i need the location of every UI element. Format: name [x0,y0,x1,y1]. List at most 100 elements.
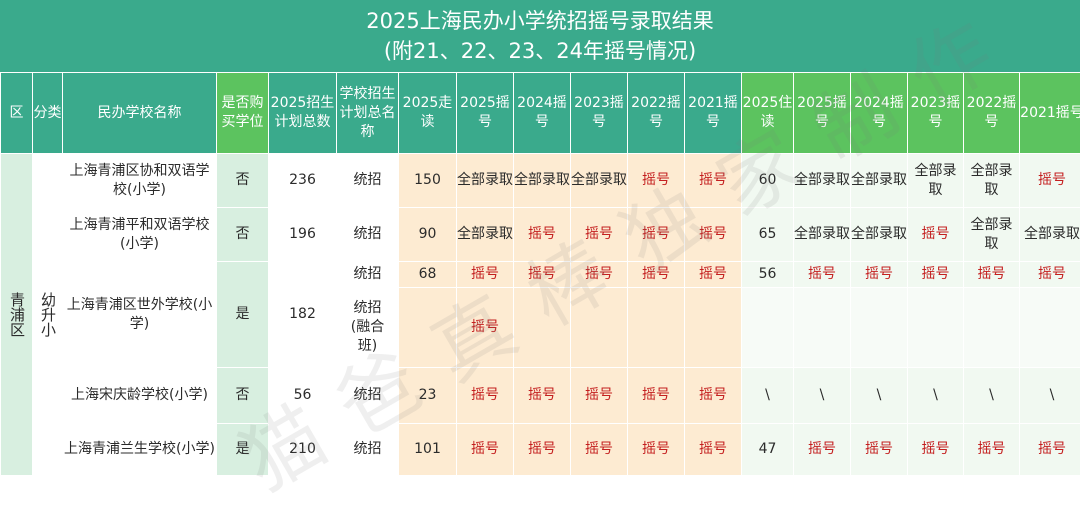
title-line-1: 2025上海民办小学统招摇号录取结果 [0,0,1080,36]
header-2025-lottery-walk: 2025摇号 [457,73,514,154]
result-cell: \ [964,368,1020,424]
header-2021-lottery-walk: 2021摇号 [685,73,742,154]
result-cell: 摇号 [685,424,742,476]
plan-name-cell: 统招 [337,154,399,208]
category-cell: 幼升小 [33,154,63,476]
board-cell [742,288,794,368]
result-cell: 摇号 [514,368,571,424]
result-cell: 摇号 [794,262,851,288]
result-cell: 全部录取 [457,154,514,208]
result-cell: 摇号 [514,262,571,288]
table-row: 上海青浦平和双语学校(小学) 否 196 统招 90 全部录取 摇号 摇号 摇号… [1,208,1080,262]
header-plan-total: 2025招生计划总数 [269,73,337,154]
result-cell [794,288,851,368]
table-row: 上海青浦兰生学校(小学) 是 210 统招 101 摇号 摇号 摇号 摇号 摇号… [1,424,1080,476]
result-cell: 摇号 [514,208,571,262]
result-cell: \ [908,368,964,424]
result-cell [685,288,742,368]
header-2022-lottery-walk: 2022摇号 [628,73,685,154]
plan-name-cell: 统招 [337,424,399,476]
table-row: 青浦区 幼升小 上海青浦区协和双语学校(小学) 否 236 统招 150 全部录… [1,154,1080,208]
result-cell [964,288,1020,368]
result-cell: 全部录取 [908,154,964,208]
result-cell: 摇号 [908,262,964,288]
plan-total-cell: 56 [269,368,337,424]
result-cell: 摇号 [628,208,685,262]
table-row: 上海青浦区世外学校(小学) 是 182 统招 68 摇号 摇号 摇号 摇号 摇号… [1,262,1080,288]
header-category: 分类 [33,73,63,154]
walk-cell: 68 [399,262,457,288]
plan-name-cell: 统招 [337,262,399,288]
table-row: 上海宋庆龄学校(小学) 否 56 统招 23 摇号 摇号 摇号 摇号 摇号 \ … [1,368,1080,424]
board-cell: \ [742,368,794,424]
result-cell: \ [794,368,851,424]
result-cell: 全部录取 [514,154,571,208]
result-cell: 摇号 [1020,262,1080,288]
result-cell: 全部录取 [571,154,628,208]
board-cell: 65 [742,208,794,262]
result-cell: 摇号 [457,288,514,368]
result-cell: 摇号 [571,368,628,424]
header-2025-walk: 2025走读 [399,73,457,154]
board-cell: 60 [742,154,794,208]
plan-total-cell: 210 [269,424,337,476]
header-plan-name: 学校招生计划总名称 [337,73,399,154]
header-school-name: 民办学校名称 [63,73,217,154]
header-2022-lottery-board: 2022摇号 [964,73,1020,154]
walk-cell: 23 [399,368,457,424]
plan-total-cell: 182 [269,262,337,368]
plan-total-cell: 196 [269,208,337,262]
result-cell: 摇号 [571,208,628,262]
buy-cell: 是 [217,424,269,476]
result-cell [571,288,628,368]
result-cell: 摇号 [457,424,514,476]
result-cell: 摇号 [685,262,742,288]
plan-name-cell: 统招 [337,208,399,262]
result-cell: 摇号 [851,424,908,476]
result-cell [851,288,908,368]
result-cell: 全部录取 [964,154,1020,208]
admission-results-table: 区 分类 民办学校名称 是否购买学位 2025招生计划总数 学校招生计划总名称 … [0,72,1080,476]
result-cell: 摇号 [964,424,1020,476]
school-name-cell: 上海青浦区世外学校(小学) [63,262,217,368]
walk-cell [399,288,457,368]
result-cell: 摇号 [908,424,964,476]
header-district: 区 [1,73,33,154]
result-cell: 摇号 [851,262,908,288]
buy-cell: 否 [217,368,269,424]
header-row: 区 分类 民办学校名称 是否购买学位 2025招生计划总数 学校招生计划总名称 … [1,73,1080,154]
result-cell: 全部录取 [794,208,851,262]
board-cell: 47 [742,424,794,476]
result-cell [1020,288,1080,368]
result-cell: 摇号 [1020,154,1080,208]
board-cell: 56 [742,262,794,288]
header-2021-lottery-board: 2021摇号 [1020,73,1080,154]
result-cell: 摇号 [457,262,514,288]
result-cell: 全部录取 [964,208,1020,262]
result-cell: 摇号 [628,154,685,208]
result-cell: 全部录取 [851,208,908,262]
result-cell [628,288,685,368]
result-cell [908,288,964,368]
result-cell [514,288,571,368]
result-cell: 摇号 [628,262,685,288]
header-2025-board: 2025住读 [742,73,794,154]
result-cell: 摇号 [571,424,628,476]
buy-cell: 否 [217,154,269,208]
walk-cell: 90 [399,208,457,262]
plan-name-cell: 统招(融合班) [337,288,399,368]
header-2024-lottery-walk: 2024摇号 [514,73,571,154]
result-cell: \ [851,368,908,424]
result-cell: 摇号 [794,424,851,476]
walk-cell: 101 [399,424,457,476]
plan-total-cell: 236 [269,154,337,208]
title-line-2: (附21、22、23、24年摇号情况) [0,36,1080,66]
header-2025-lottery-board: 2025摇号 [794,73,851,154]
result-cell: 全部录取 [1020,208,1080,262]
table-title: 2025上海民办小学统招摇号录取结果 (附21、22、23、24年摇号情况) [0,0,1080,72]
result-cell: 全部录取 [457,208,514,262]
result-cell: 全部录取 [794,154,851,208]
result-cell: 摇号 [908,208,964,262]
school-name-cell: 上海青浦平和双语学校(小学) [63,208,217,262]
result-cell: 摇号 [685,154,742,208]
